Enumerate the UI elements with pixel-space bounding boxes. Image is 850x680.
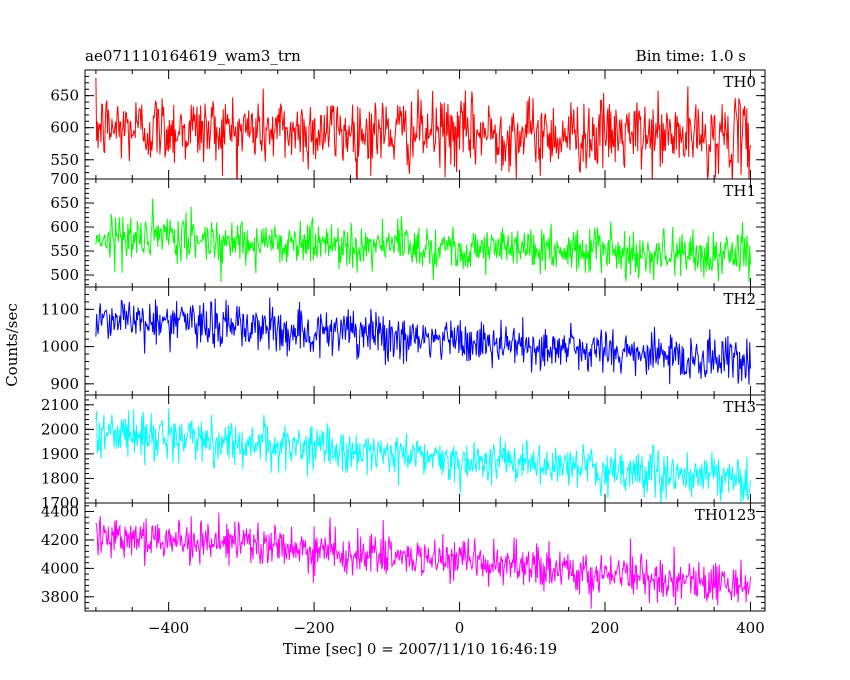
y-tick-label: 650	[50, 194, 79, 212]
panel-label: TH0123	[695, 506, 756, 524]
series-line-th1	[95, 198, 751, 283]
y-tick-label: 4200	[41, 531, 79, 549]
x-tick-label: 400	[736, 619, 765, 637]
x-tick-label: −200	[293, 619, 334, 637]
y-tick-label: 1900	[41, 445, 79, 463]
y-tick-label: 4000	[41, 559, 79, 577]
y-tick-label: 550	[50, 151, 79, 169]
series-line-th0	[95, 77, 751, 179]
panel-th2: 900 1000 1100 TH2	[41, 286, 766, 396]
y-tick-label: 550	[50, 242, 79, 260]
bin-time-label: Bin time: 1.0 s	[636, 47, 746, 65]
panel-th0123: 3800 4000 4200 4400 TH0123	[41, 502, 766, 612]
panels-group: 550 600 650 TH0 500 550 600 650 700 TH1 900 1000 110…	[41, 69, 766, 637]
x-axis-label: Time [sec] 0 = 2007/11/10 16:46:19	[283, 640, 557, 658]
chart-title: ae071110164619_wam3_trn	[85, 47, 301, 65]
y-tick-label: 700	[50, 170, 79, 188]
panel-th0: 550 600 650 TH0	[50, 69, 766, 180]
y-tick-label: 1100	[41, 300, 79, 318]
y-tick-label: 600	[50, 218, 79, 236]
y-tick-label: 4400	[41, 503, 79, 521]
panel-th1: 500 550 600 650 700 TH1	[50, 170, 766, 288]
y-tick-label: 1000	[41, 338, 79, 356]
series-line-th3	[95, 408, 751, 503]
panel-label: TH1	[723, 182, 756, 200]
panel-label: TH3	[723, 398, 756, 416]
y-tick-label: 2000	[41, 420, 79, 438]
y-tick-label: 650	[50, 87, 79, 105]
panel-label: TH2	[723, 290, 756, 308]
x-tick-label: 0	[455, 619, 465, 637]
y-tick-label: 2100	[41, 396, 79, 414]
y-tick-label: 600	[50, 119, 79, 137]
panel-th3: 1700 1800 1900 2000 2100 TH3	[41, 394, 766, 512]
y-axis-label: Counts/sec	[3, 303, 21, 387]
y-tick-label: 500	[50, 266, 79, 284]
y-tick-label: 3800	[41, 588, 79, 606]
x-tick-label: 200	[591, 619, 620, 637]
y-tick-label: 900	[50, 375, 79, 393]
y-tick-label: 1800	[41, 469, 79, 487]
series-line-th2	[95, 297, 751, 385]
panel-label: TH0	[723, 73, 756, 91]
series-line-th0123	[95, 512, 751, 609]
y-tick-label: 1700	[41, 494, 79, 512]
x-tick-label: −400	[148, 619, 189, 637]
